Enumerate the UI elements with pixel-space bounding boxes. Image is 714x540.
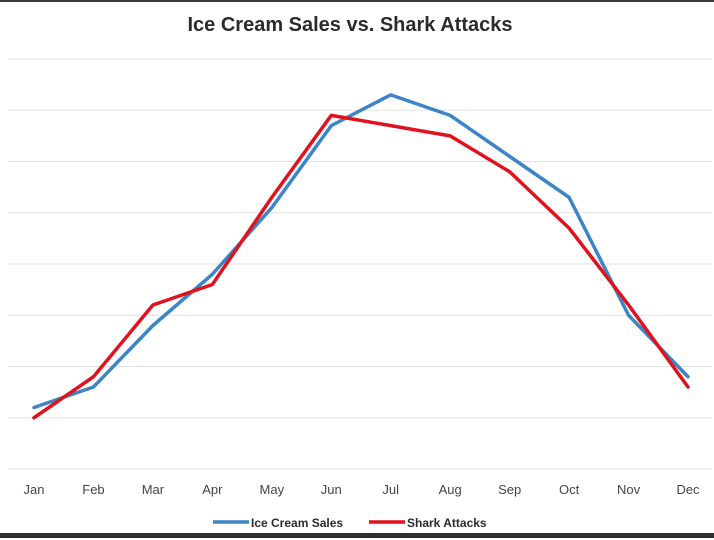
x-tick-label: Nov (617, 482, 641, 497)
x-tick-label: Jan (24, 482, 45, 497)
series-line-shark-attacks (34, 115, 688, 417)
x-axis-tick-labels: Jan Feb Mar Apr May Jun Jul Aug Sep Oct Nov Dec (24, 482, 701, 497)
x-tick-label: Mar (142, 482, 165, 497)
bottom-edge (0, 533, 714, 538)
legend: Ice Cream Sales Shark Attacks (213, 516, 487, 530)
x-tick-label: Oct (559, 482, 580, 497)
series-lines (34, 95, 688, 418)
x-tick-label: Jun (321, 482, 342, 497)
x-tick-label: Sep (498, 482, 521, 497)
x-tick-label: Feb (82, 482, 104, 497)
series-line-ice-cream-sales (34, 95, 688, 408)
x-tick-label: Aug (439, 482, 462, 497)
x-tick-label: Dec (676, 482, 700, 497)
legend-label: Ice Cream Sales (251, 516, 343, 530)
chart-title: Ice Cream Sales vs. Shark Attacks (187, 14, 512, 36)
legend-label: Shark Attacks (407, 516, 487, 530)
x-tick-label: Apr (202, 482, 223, 497)
x-tick-label: Jul (382, 482, 399, 497)
x-tick-label: May (260, 482, 285, 497)
